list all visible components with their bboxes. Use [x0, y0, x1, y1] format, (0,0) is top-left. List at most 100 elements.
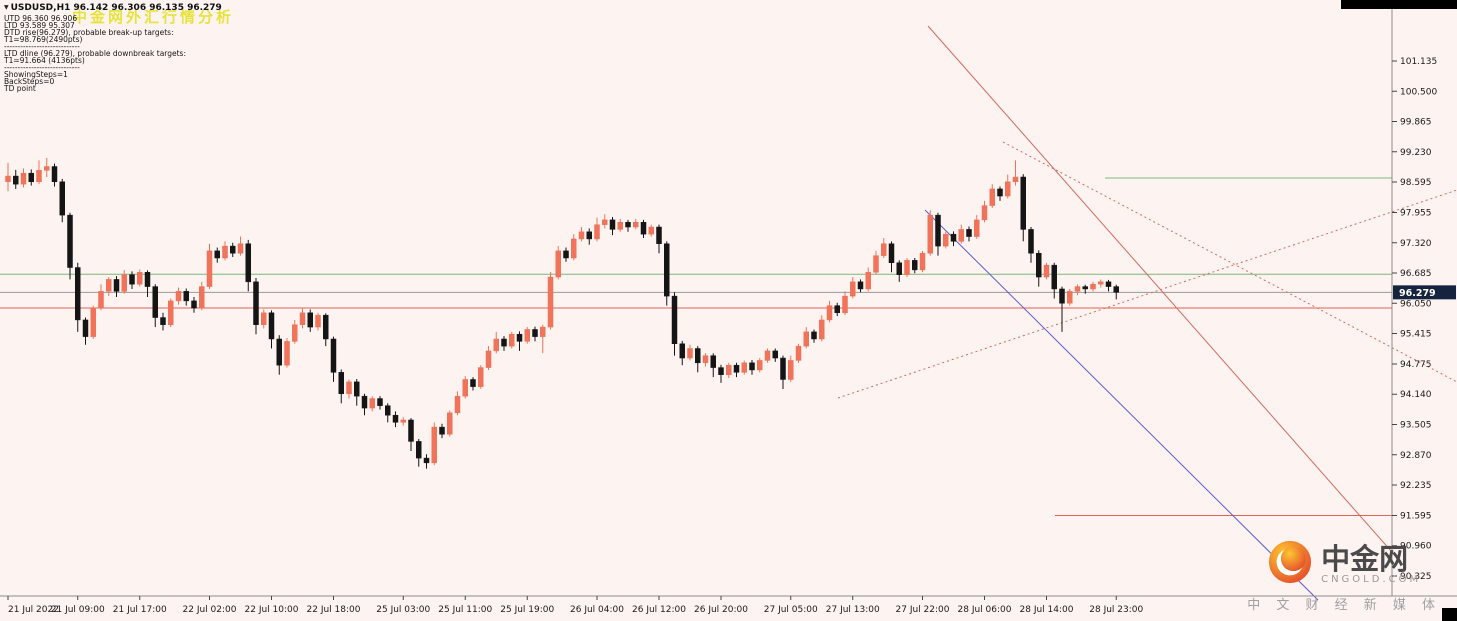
candle-body [679, 343, 685, 359]
time-axis-label[interactable]: 26 Jul 12:00 [632, 605, 686, 615]
candle-body [485, 350, 492, 368]
time-axis-label[interactable]: 28 Jul 23:00 [1089, 605, 1143, 615]
candle-body [943, 233, 949, 247]
price-axis-label[interactable]: 98.595 [1400, 178, 1432, 188]
candle-body [842, 295, 848, 314]
time-axis-label[interactable]: 28 Jul 14:00 [1020, 605, 1074, 615]
current-price-badge-text: 96.279 [1399, 288, 1436, 299]
price-axis-label[interactable]: 96.050 [1400, 299, 1432, 309]
candle-body [563, 250, 569, 259]
time-axis-label[interactable]: 22 Jul 02:00 [183, 605, 237, 615]
candle-body [1005, 181, 1011, 197]
candle-body [695, 348, 701, 364]
candle-body [803, 331, 809, 347]
candle-body [75, 267, 81, 321]
indicator-line: LTD dline (96.279), probable downbreak t… [4, 49, 186, 58]
chart-header: ▼ USDUSD,H1 96.142 96.306 96.135 96.279 U… [4, 3, 222, 92]
candle-body [408, 419, 414, 442]
time-axis-label[interactable]: 25 Jul 03:00 [376, 605, 430, 615]
candle-body [121, 274, 127, 292]
time-axis-label[interactable]: 28 Jul 06:00 [958, 605, 1012, 615]
candle-body [1105, 281, 1112, 287]
time-axis-label[interactable]: 25 Jul 19:00 [500, 605, 554, 615]
candle-body [137, 272, 143, 285]
candle-body [431, 426, 437, 464]
price-axis-label[interactable]: 97.955 [1400, 208, 1432, 218]
time-axis-label[interactable]: 26 Jul 20:00 [694, 605, 748, 615]
candle-body [1074, 286, 1081, 292]
candle-body [788, 360, 794, 380]
candle-body [625, 222, 631, 228]
price-axis-label[interactable]: 94.140 [1400, 390, 1432, 400]
candle-body [850, 281, 856, 297]
candle-body [245, 243, 251, 283]
symbol-ohlc-text: USDUSD,H1 96.142 96.306 96.135 96.279 [10, 3, 222, 13]
price-axis-label[interactable]: 92.870 [1400, 451, 1432, 461]
candle-body [571, 238, 577, 259]
price-axis-label[interactable]: 92.235 [1400, 481, 1432, 491]
candle-body [199, 286, 205, 309]
candle-body [470, 379, 476, 387]
candle-body [206, 250, 213, 287]
price-axis-label[interactable]: 97.320 [1400, 239, 1432, 249]
candle-body [447, 412, 453, 435]
trendline[interactable] [837, 189, 1457, 399]
time-axis-label[interactable]: 27 Jul 22:00 [896, 605, 950, 615]
time-axis-label[interactable]: 22 Jul 10:00 [245, 605, 299, 615]
price-axis-label[interactable]: 94.775 [1400, 360, 1432, 370]
candle-body [741, 362, 747, 373]
symbol-info: ▼ USDUSD,H1 96.142 96.306 96.135 96.279 [4, 3, 222, 13]
time-axis-label[interactable]: 25 Jul 11:00 [438, 605, 492, 615]
candle-body [865, 272, 871, 290]
candle-body [950, 233, 957, 242]
trendline[interactable] [924, 209, 1319, 601]
candle-body [323, 314, 329, 340]
candle-body [307, 312, 313, 328]
trendline[interactable] [1002, 141, 1457, 383]
time-axis-label[interactable]: 26 Jul 04:00 [570, 605, 624, 615]
candle-body [392, 414, 399, 423]
candle-body [974, 219, 980, 237]
time-axis-label[interactable]: 22 Jul 18:00 [307, 605, 361, 615]
price-axis-label[interactable]: 93.505 [1400, 421, 1432, 431]
candle-body [989, 188, 995, 206]
candle-body [586, 231, 592, 240]
time-axis-label[interactable]: 21 Jul 2022 [8, 605, 59, 615]
price-axis-label[interactable]: 95.415 [1400, 330, 1432, 340]
price-axis-label[interactable]: 99.230 [1400, 148, 1432, 158]
candle-body [648, 226, 654, 235]
price-axis-label[interactable]: 99.865 [1400, 118, 1432, 128]
candle-body [834, 305, 840, 314]
trendline[interactable] [927, 25, 1407, 569]
time-axis-label[interactable]: 21 Jul 09:00 [51, 605, 105, 615]
price-axis-label[interactable]: 90.325 [1400, 572, 1432, 582]
candle-body [935, 214, 941, 247]
price-axis-label[interactable]: 101.135 [1400, 57, 1437, 67]
candle-body [764, 350, 771, 361]
candle-body [919, 252, 926, 271]
indicator-line: T1=98.769(2490pts) [4, 35, 83, 44]
bottom-right-black-block [1442, 608, 1457, 621]
price-axis-label[interactable]: 100.500 [1400, 87, 1437, 97]
candle-body [1036, 252, 1042, 278]
candle-body [385, 405, 391, 416]
candle-body [237, 243, 244, 254]
time-axis-label[interactable]: 27 Jul 05:00 [764, 605, 818, 615]
symbol-dropdown-icon[interactable]: ▼ [4, 4, 9, 11]
candle-body [377, 398, 383, 406]
time-axis-label[interactable]: 27 Jul 13:00 [826, 605, 880, 615]
candle-body [912, 260, 918, 271]
price-axis-label[interactable]: 90.960 [1400, 542, 1432, 552]
price-axis-label[interactable]: 91.595 [1400, 511, 1432, 521]
time-axis-label[interactable]: 21 Jul 17:00 [113, 605, 167, 615]
candle-body [20, 172, 27, 185]
candle-body [1082, 286, 1088, 290]
candle-body [1113, 286, 1119, 293]
candle-body [881, 243, 887, 256]
candle-body [516, 333, 523, 342]
candle-body [664, 243, 670, 297]
price-axis-label[interactable]: 96.685 [1400, 269, 1432, 279]
candle-body [400, 419, 406, 423]
candle-body [299, 312, 306, 325]
